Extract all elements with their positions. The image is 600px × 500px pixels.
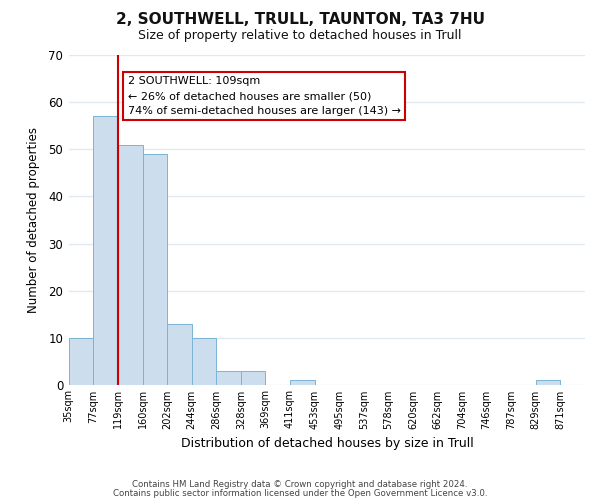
Bar: [536, 380, 560, 385]
Bar: [143, 154, 167, 385]
Text: Contains HM Land Registry data © Crown copyright and database right 2024.: Contains HM Land Registry data © Crown c…: [132, 480, 468, 489]
Bar: [290, 380, 314, 385]
Bar: [241, 371, 265, 385]
Text: 2, SOUTHWELL, TRULL, TAUNTON, TA3 7HU: 2, SOUTHWELL, TRULL, TAUNTON, TA3 7HU: [115, 12, 485, 28]
Text: Size of property relative to detached houses in Trull: Size of property relative to detached ho…: [138, 29, 462, 42]
Bar: [167, 324, 191, 385]
Text: Contains public sector information licensed under the Open Government Licence v3: Contains public sector information licen…: [113, 488, 487, 498]
X-axis label: Distribution of detached houses by size in Trull: Distribution of detached houses by size …: [181, 437, 473, 450]
Bar: [69, 338, 94, 385]
Bar: [94, 116, 118, 385]
Bar: [191, 338, 216, 385]
Bar: [216, 371, 241, 385]
Text: 2 SOUTHWELL: 109sqm
← 26% of detached houses are smaller (50)
74% of semi-detach: 2 SOUTHWELL: 109sqm ← 26% of detached ho…: [128, 76, 401, 116]
Y-axis label: Number of detached properties: Number of detached properties: [27, 127, 40, 313]
Bar: [118, 144, 143, 385]
